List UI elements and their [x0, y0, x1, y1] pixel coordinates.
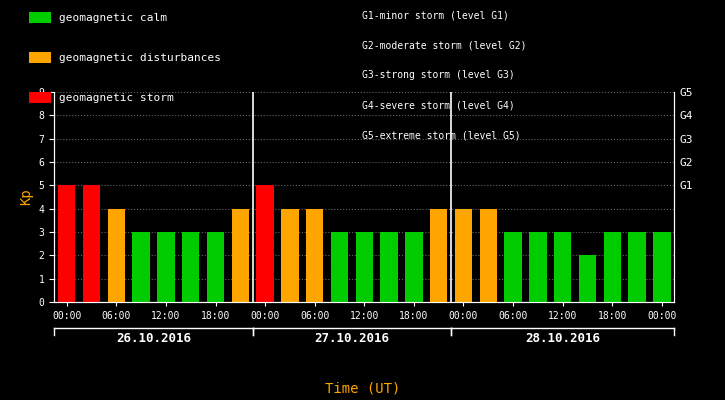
Bar [653, 232, 671, 302]
Bar [182, 232, 199, 302]
Bar [604, 232, 621, 302]
Bar [480, 209, 497, 302]
Text: G2-moderate storm (level G2): G2-moderate storm (level G2) [362, 40, 527, 50]
Text: 27.10.2016: 27.10.2016 [315, 332, 389, 345]
Bar [430, 209, 447, 302]
Bar [83, 185, 100, 302]
Text: G5-extreme storm (level G5): G5-extreme storm (level G5) [362, 130, 521, 140]
Text: geomagnetic calm: geomagnetic calm [59, 13, 167, 22]
Text: G1-minor storm (level G1): G1-minor storm (level G1) [362, 10, 510, 20]
Bar [306, 209, 323, 302]
Bar [331, 232, 348, 302]
Text: geomagnetic storm: geomagnetic storm [59, 93, 174, 103]
Bar [281, 209, 299, 302]
Bar [554, 232, 571, 302]
Text: 26.10.2016: 26.10.2016 [116, 332, 191, 345]
Bar [157, 232, 175, 302]
Text: G3-strong storm (level G3): G3-strong storm (level G3) [362, 70, 515, 80]
Text: G4-severe storm (level G4): G4-severe storm (level G4) [362, 100, 515, 110]
Text: geomagnetic disturbances: geomagnetic disturbances [59, 53, 221, 63]
Bar [58, 185, 75, 302]
Y-axis label: Kp: Kp [20, 189, 33, 205]
Bar [455, 209, 472, 302]
Bar [207, 232, 224, 302]
Bar [629, 232, 646, 302]
Bar [505, 232, 522, 302]
Bar [232, 209, 249, 302]
Bar [356, 232, 373, 302]
Bar [133, 232, 150, 302]
Text: 28.10.2016: 28.10.2016 [525, 332, 600, 345]
Bar [381, 232, 398, 302]
Bar [405, 232, 423, 302]
Bar [579, 255, 596, 302]
Bar [257, 185, 274, 302]
Bar [108, 209, 125, 302]
Bar [529, 232, 547, 302]
Text: Time (UT): Time (UT) [325, 382, 400, 396]
